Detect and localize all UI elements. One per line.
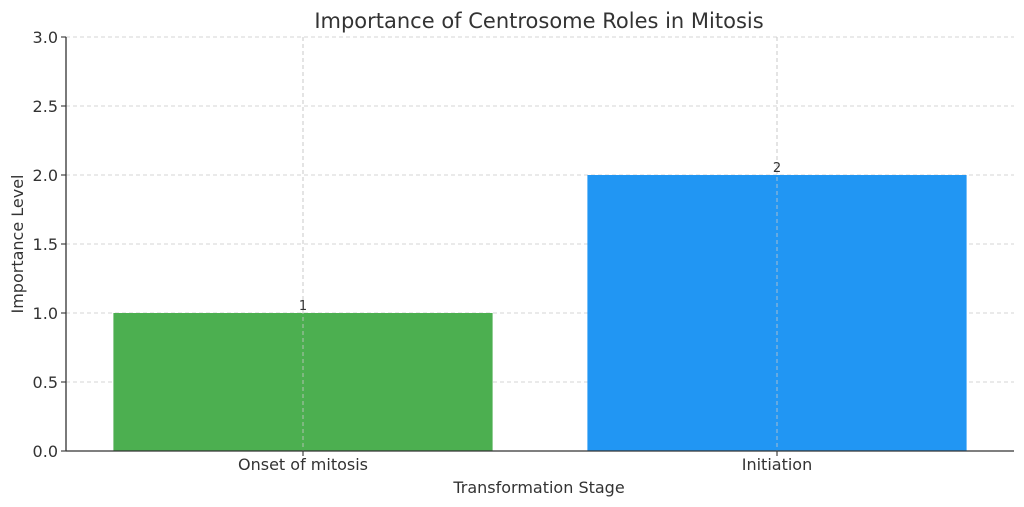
y-tick-label: 0.5: [33, 373, 58, 392]
y-tick-label: 3.0: [33, 28, 58, 47]
x-tick-label: Initiation: [742, 455, 812, 474]
y-tick-label: 2.5: [33, 97, 58, 116]
y-tick-label: 2.0: [33, 166, 58, 185]
axes: [61, 36, 1014, 456]
y-tick-label: 0.0: [33, 442, 58, 461]
labels: 0.0 0.5 1.0 1.5 2.0 2.5 3.0 1 2 Onset of mitosis I…: [33, 28, 813, 474]
chart-title: Importance of Centrosome Roles in Mitosi…: [314, 9, 763, 33]
bar-value-label: 1: [299, 299, 307, 314]
bar-value-label: 2: [773, 161, 781, 176]
x-tick-label: Onset of mitosis: [238, 455, 368, 474]
y-axis-label: Importance Level: [8, 174, 27, 313]
y-tick-label: 1.5: [33, 235, 58, 254]
x-axis-label: Transformation Stage: [452, 478, 624, 497]
bars: [113, 37, 967, 451]
y-tick-label: 1.0: [33, 304, 58, 323]
